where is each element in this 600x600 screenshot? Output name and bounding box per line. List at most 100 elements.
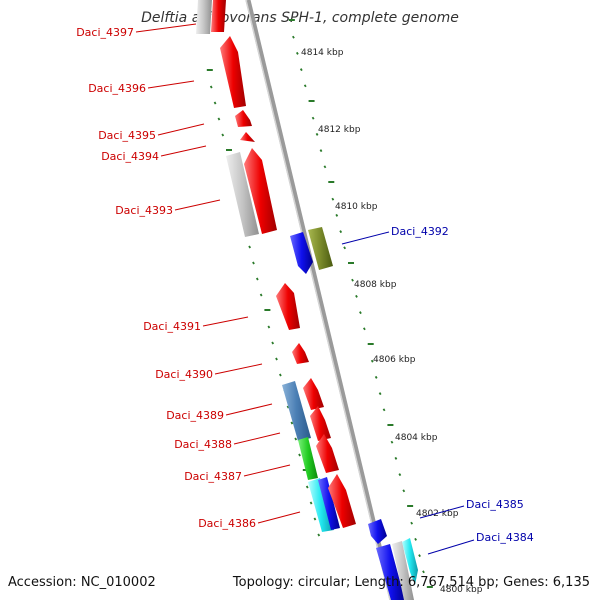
minor-tick-mark xyxy=(275,357,278,361)
minor-tick-mark xyxy=(370,359,374,363)
gene-daci-4389-arrow xyxy=(303,378,324,410)
minor-tick-mark xyxy=(295,51,299,55)
minor-tick-mark xyxy=(382,408,386,412)
gene-daci-4386-arrow xyxy=(328,474,356,528)
leader-line-daci-4387 xyxy=(243,464,291,477)
leader-line-daci-4393 xyxy=(174,199,221,211)
kbp-label: 4804 kbp xyxy=(395,433,438,443)
minor-tick-mark xyxy=(311,116,315,120)
minor-tick-mark xyxy=(374,375,378,379)
kbp-label: 4802 kbp xyxy=(416,509,459,519)
minor-tick-mark xyxy=(255,277,259,281)
gene-label-daci-4393: Daci_4393 xyxy=(115,204,173,217)
minor-tick-mark xyxy=(221,133,225,137)
minor-tick-mark xyxy=(317,533,321,537)
inner-tick-track xyxy=(206,69,321,537)
gene-daci-4393-grey-block xyxy=(226,152,259,237)
minor-tick-mark xyxy=(339,230,343,234)
minor-tick-mark xyxy=(290,421,294,425)
gene-label-daci-4395: Daci_4395 xyxy=(98,129,156,142)
gene-daci-4392-arrow xyxy=(290,232,313,274)
leader-line-daci-4391 xyxy=(202,316,249,327)
gene-daci-4387-arrow xyxy=(316,434,339,473)
minor-tick-mark xyxy=(390,440,394,444)
minor-tick-mark xyxy=(299,68,303,72)
gene-label-daci-4396: Daci_4396 xyxy=(88,82,146,95)
minor-tick-mark xyxy=(418,554,421,558)
minor-tick-mark xyxy=(209,85,213,89)
kbp-label: 4814 kbp xyxy=(301,48,344,58)
minor-tick-mark xyxy=(313,517,317,521)
minor-tick-mark xyxy=(259,293,263,297)
leader-line-daci-4392 xyxy=(341,231,390,245)
gene-daci-4397-arrow-red xyxy=(211,0,226,32)
gene-label-daci-4387: Daci_4387 xyxy=(184,470,242,483)
kbp-label: 4810 kbp xyxy=(335,202,378,212)
minor-tick-mark xyxy=(303,84,307,88)
leader-line-daci-4395 xyxy=(157,123,205,136)
minor-tick-mark xyxy=(414,537,417,541)
gene-daci-4397-arrow xyxy=(196,0,212,34)
gene-daci-4384-grey-block xyxy=(392,541,414,600)
minor-tick-mark xyxy=(410,521,414,525)
gene-daci-4387-green-block xyxy=(298,437,318,480)
gene-daci-4390-arrow xyxy=(292,343,309,364)
minor-tick-mark xyxy=(323,165,327,169)
minor-tick-mark xyxy=(252,261,255,265)
leader-line-daci-4384 xyxy=(427,539,475,555)
forward-gene-label-text: Daci_4397 Daci_4396 Daci_4395 Daci_4394 … xyxy=(76,26,256,530)
gene-label-daci-4385: Daci_4385 xyxy=(466,498,524,511)
gene-daci-4388-arrow xyxy=(310,406,331,441)
topology-text: Topology: circular; Length: 6,767,514 bp… xyxy=(232,575,590,590)
minor-tick-mark xyxy=(217,117,221,121)
minor-tick-mark xyxy=(298,453,301,457)
gene-daci-4386-cyan-block xyxy=(308,478,334,532)
gene-daci-4391-arrow xyxy=(276,283,300,330)
minor-tick-mark xyxy=(335,213,339,217)
gene-daci-4389-steel-block xyxy=(282,381,311,441)
outer-tick-track xyxy=(288,19,433,588)
reverse-gene-label-text: Daci_4392 Daci_4385 Daci_4384 xyxy=(391,225,534,544)
gene-daci-4396-arrow xyxy=(220,36,246,108)
leader-line-daci-4390 xyxy=(214,363,263,375)
minor-tick-mark xyxy=(351,278,354,282)
minor-tick-mark xyxy=(362,327,366,331)
kbp-label: 4812 kbp xyxy=(318,125,361,135)
forward-gene-labels xyxy=(135,23,301,524)
minor-tick-mark xyxy=(213,101,217,105)
gene-label-daci-4386: Daci_4386 xyxy=(198,517,256,530)
accession-text: Accession: NC_010002 xyxy=(8,575,156,590)
minor-tick-mark xyxy=(248,245,252,249)
gene-label-daci-4397: Daci_4397 xyxy=(76,26,134,39)
leader-line-daci-4388 xyxy=(233,432,281,445)
reverse-gene-arrows xyxy=(290,227,418,600)
minor-tick-mark xyxy=(267,325,271,329)
gene-label-daci-4389: Daci_4389 xyxy=(166,409,224,422)
gene-daci-4384-blue-block xyxy=(376,544,405,600)
minor-tick-mark xyxy=(331,197,335,201)
minor-tick-mark xyxy=(343,246,347,250)
minor-tick-mark xyxy=(292,35,295,39)
gene-label-daci-4392: Daci_4392 xyxy=(391,225,449,238)
gene-daci-4393-arrow xyxy=(244,148,277,234)
minor-tick-mark xyxy=(319,149,323,153)
gene-daci-4386-blue-block xyxy=(318,477,340,530)
minor-tick-mark xyxy=(309,501,313,505)
minor-tick-mark xyxy=(271,341,275,345)
leader-line-daci-4394 xyxy=(160,145,207,157)
leader-line-daci-4396 xyxy=(147,80,195,89)
minor-tick-mark xyxy=(286,405,290,409)
gene-daci-4395-arrow xyxy=(235,110,252,127)
gene-label-daci-4390: Daci_4390 xyxy=(155,368,213,381)
kbp-label: 4806 kbp xyxy=(373,355,416,365)
gene-daci-4394-arrow xyxy=(240,132,255,142)
minor-tick-mark xyxy=(394,456,398,460)
kbp-label: 4800 kbp xyxy=(440,585,483,595)
gene-label-daci-4388: Daci_4388 xyxy=(174,438,232,451)
leader-line-daci-4397 xyxy=(135,23,197,33)
gene-label-daci-4391: Daci_4391 xyxy=(143,320,201,333)
gene-daci-4384-cyan-arrow xyxy=(402,538,418,585)
minor-tick-mark xyxy=(398,473,402,477)
minor-tick-mark xyxy=(294,437,298,441)
